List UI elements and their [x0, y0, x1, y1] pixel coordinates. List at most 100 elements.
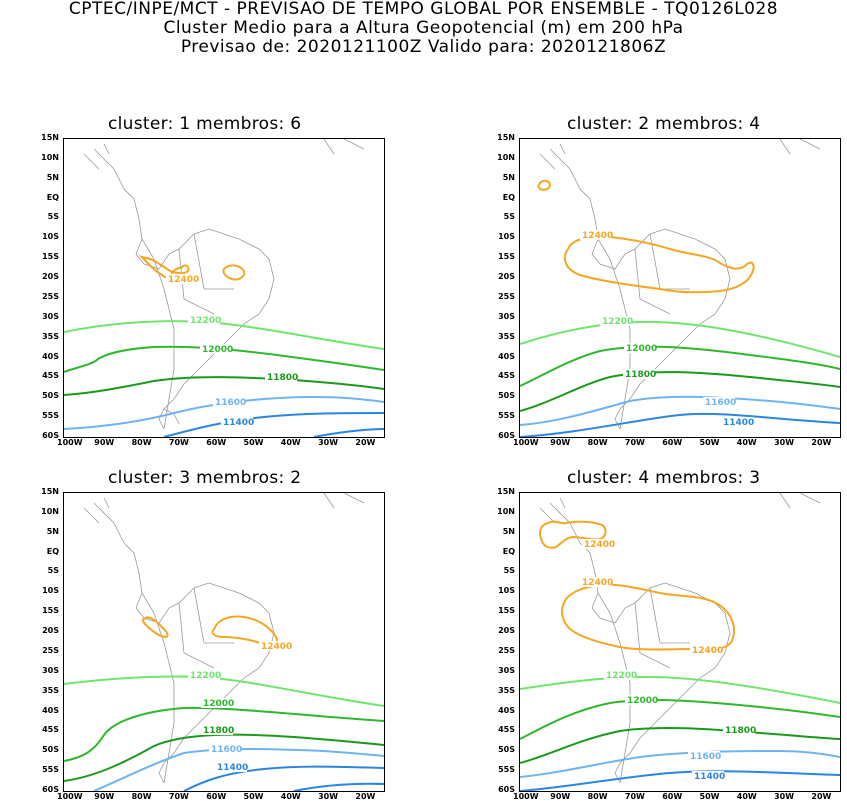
- lat-tick-label: 40S: [498, 705, 515, 715]
- map-canvas: 12400 12200 12000 11800 11600 11400: [64, 493, 384, 791]
- contour-12000: [64, 345, 384, 373]
- lat-tick-label: 5S: [47, 566, 59, 576]
- lon-tick-label: 90W: [550, 438, 571, 447]
- contour-11800: [64, 733, 384, 782]
- contour-label-12400: 12400: [692, 646, 723, 656]
- contour-label-11600: 11600: [211, 745, 242, 755]
- lat-tick-label: 25S: [42, 645, 59, 655]
- map-frame: 12400 12200 12000 11800 11600 11400: [519, 138, 841, 438]
- contour-12000: [520, 345, 840, 387]
- lon-tick-label: 60W: [662, 438, 683, 447]
- contour-11400: [520, 412, 840, 437]
- contour-label-12400: 12400: [582, 578, 613, 588]
- contour-label-11800: 11800: [203, 726, 234, 736]
- lon-tick-label: 60W: [206, 438, 227, 447]
- lon-tick-label: 70W: [168, 792, 189, 801]
- lat-tick-label: EQ: [502, 546, 515, 556]
- contour-12400: [211, 615, 278, 646]
- contour-label-11800: 11800: [625, 370, 656, 380]
- lat-tick-label: 10N: [497, 152, 515, 162]
- lat-tick-label: 35S: [498, 331, 515, 341]
- contour-label-12200: 12200: [602, 317, 633, 327]
- contour-11400: [313, 428, 384, 437]
- lon-tick-label: 80W: [131, 438, 152, 447]
- contour-label-bg: [703, 397, 735, 407]
- contour-11800: [520, 371, 840, 412]
- lon-tick-label: 30W: [774, 438, 795, 447]
- lon-tick-label: 20W: [355, 438, 376, 447]
- contour-12400: [222, 264, 246, 281]
- lon-tick-label: 70W: [168, 438, 189, 447]
- lat-tick-label: 25S: [498, 291, 515, 301]
- contour-12000: [520, 699, 840, 740]
- contour-label-bg: [604, 670, 636, 680]
- lon-tick-label: 20W: [355, 792, 376, 801]
- map-canvas: 12400 12200 12000 11800 11600 11400: [64, 139, 384, 437]
- contour-label-bg: [200, 344, 232, 354]
- lat-tick-label: 50S: [498, 745, 515, 755]
- contour-label-12400: 12400: [261, 642, 292, 652]
- lat-tick-label: 30S: [498, 665, 515, 675]
- contour-label-11400: 11400: [223, 418, 254, 428]
- map-frame: 12400 12200 12000 11800 11600 11400: [63, 492, 385, 792]
- contour-label-12400: 12400: [582, 231, 613, 241]
- coastline: [539, 493, 821, 784]
- lat-tick-label: 10N: [41, 152, 59, 162]
- lat-tick-label: 5S: [47, 212, 59, 222]
- panel-title: cluster: 4 membros: 3: [567, 468, 761, 488]
- contour-label-bg: [201, 698, 233, 708]
- lon-tick-label: 80W: [131, 792, 152, 801]
- lat-tick-label: 30S: [42, 665, 59, 675]
- lon-tick-label: 60W: [206, 792, 227, 801]
- lon-tick-label: 100W: [57, 792, 83, 801]
- lon-tick-label: 40W: [736, 792, 757, 801]
- contour-label-bg: [213, 397, 245, 407]
- contour-label-bg: [723, 725, 755, 735]
- lat-tick-label: 30S: [42, 311, 59, 321]
- lat-tick-label: 15N: [41, 487, 59, 496]
- contour-12200: [520, 320, 840, 358]
- lon-tick-label: 30W: [318, 792, 339, 801]
- contour-label-12000: 12000: [202, 345, 233, 355]
- lat-tick-label: 60S: [498, 785, 515, 794]
- lon-tick-label: 100W: [513, 438, 539, 447]
- lat-tick-label: 15N: [41, 133, 59, 142]
- map-frame: 12400 12200 12000 11800 11600 11400: [63, 138, 385, 438]
- lat-tick-label: 60S: [498, 431, 515, 440]
- lat-tick-label: 10S: [498, 586, 515, 596]
- lon-tick-label: 40W: [280, 792, 301, 801]
- contour-12400: [138, 255, 190, 279]
- lat-tick-label: 50S: [498, 391, 515, 401]
- lat-tick-label: 40S: [498, 351, 515, 361]
- lat-tick-label: 15S: [498, 606, 515, 616]
- lat-tick-label: 10S: [498, 232, 515, 242]
- lon-tick-label: 80W: [587, 792, 608, 801]
- lat-tick-label: 5N: [502, 172, 515, 182]
- contour-label-12400: 12400: [168, 275, 199, 285]
- contour-label-11800: 11800: [267, 373, 298, 383]
- contour-12400: [141, 616, 169, 639]
- lon-tick-label: 20W: [811, 438, 832, 447]
- lon-tick-label: 90W: [94, 438, 115, 447]
- contour-11400: [163, 412, 384, 437]
- contour-label-bg: [215, 762, 247, 772]
- contour-label-11400: 11400: [217, 763, 248, 773]
- contour-12400: [561, 583, 735, 651]
- lat-tick-label: 45S: [498, 371, 515, 381]
- contour-label-bg: [221, 417, 253, 427]
- lon-tick-label: 50W: [699, 792, 720, 801]
- lon-tick-label: 80W: [587, 438, 608, 447]
- contour-11400: [520, 770, 840, 791]
- figure-title-line2: Cluster Medio para a Altura Geopotencial…: [163, 18, 684, 38]
- contour-label-bg: [580, 577, 612, 587]
- contour-11800: [64, 376, 384, 396]
- contour-12400: [537, 179, 552, 191]
- lon-tick-label: 30W: [774, 792, 795, 801]
- contour-label-bg: [201, 725, 233, 735]
- lat-tick-label: 40S: [42, 351, 59, 361]
- lat-tick-label: 55S: [42, 411, 59, 421]
- lat-tick-label: 10N: [41, 506, 59, 516]
- contour-label-11400: 11400: [694, 772, 725, 782]
- lat-tick-label: 60S: [42, 431, 59, 440]
- contour-lines: 12400 12200 12000 11800 11600 11400: [520, 179, 840, 437]
